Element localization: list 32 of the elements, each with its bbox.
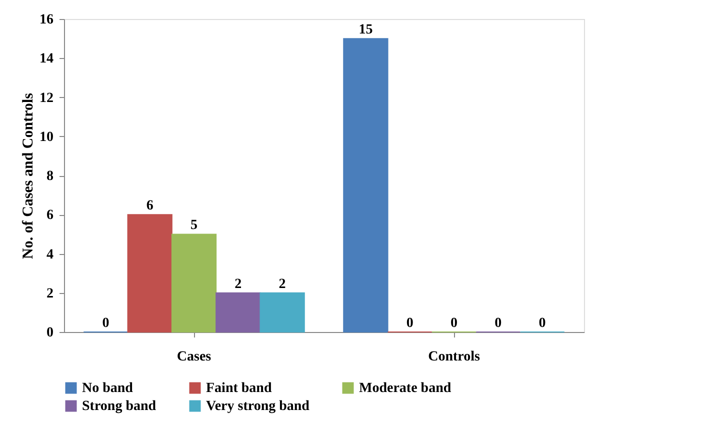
bar (216, 292, 261, 332)
data-label: 6 (146, 198, 154, 214)
data-label: 5 (190, 218, 198, 234)
legend-label: Moderate band (359, 381, 452, 396)
data-label: 0 (406, 316, 414, 331)
y-axis-title: No. of Cases and Controls (20, 92, 36, 259)
y-tick-label: 0 (46, 326, 54, 340)
y-tick-label: 16 (40, 12, 54, 28)
y-tick-label: 6 (46, 208, 54, 224)
y-tick-label: 4 (46, 247, 54, 262)
y-tick-label: 10 (40, 130, 54, 145)
y-tick-label: 8 (46, 169, 54, 184)
data-label: 15 (358, 22, 373, 38)
y-tick-label: 14 (40, 52, 54, 67)
data-label: 2 (234, 276, 242, 292)
data-label: 0 (102, 316, 110, 331)
y-tick-label: 12 (40, 90, 54, 106)
data-label: 0 (494, 316, 502, 331)
legend-label: Strong band (82, 399, 156, 414)
data-label: 2 (278, 276, 286, 292)
bar (343, 38, 388, 332)
x-tick-label: Cases (176, 350, 212, 364)
data-label: 0 (450, 316, 458, 331)
legend-label: Very strong band (206, 399, 310, 414)
legend-label: No band (82, 381, 134, 396)
legend-label: Faint band (206, 381, 272, 396)
y-tick-label: 2 (46, 286, 54, 302)
data-label: 0 (538, 316, 546, 331)
bar (260, 292, 305, 332)
x-tick-label: Controls (428, 350, 480, 364)
bar (171, 234, 217, 332)
bar (127, 214, 172, 332)
